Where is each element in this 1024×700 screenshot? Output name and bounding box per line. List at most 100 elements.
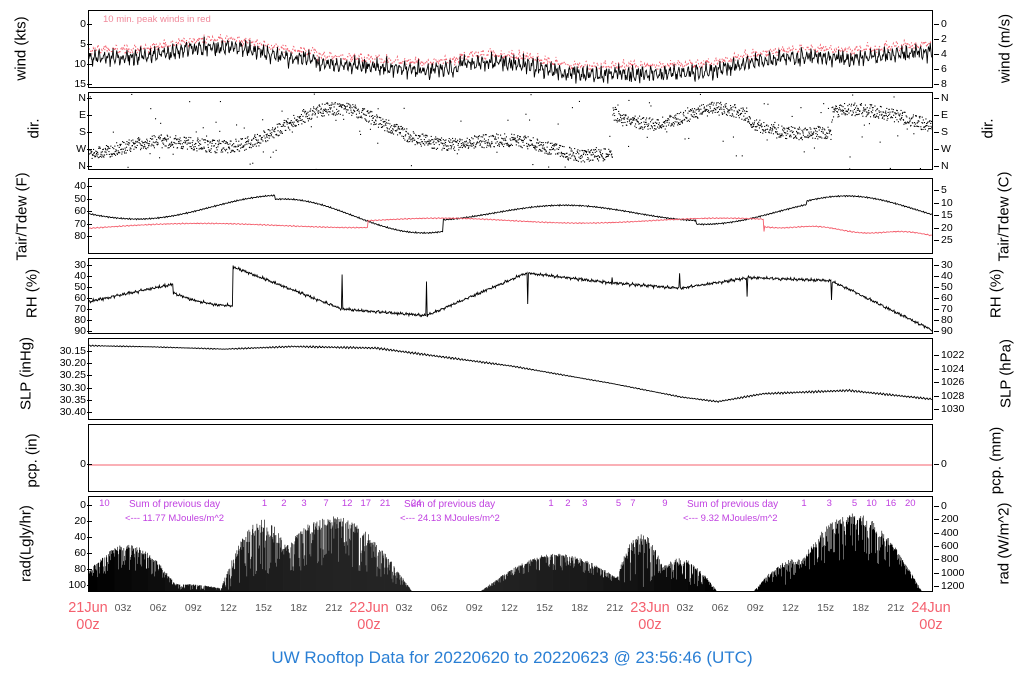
- tickmark: [87, 464, 92, 465]
- rh-ylabel-right: RH (%): [987, 268, 1005, 319]
- rad-peak-label: 7: [323, 498, 329, 509]
- rad-ylabel-right: rad (W/m^2): [995, 502, 1013, 585]
- rh-ticks-R-2: 70: [941, 303, 953, 315]
- tickmark: [87, 351, 92, 352]
- tickmark: [934, 24, 939, 25]
- rad-peak-label: 20: [905, 498, 916, 509]
- rh-ticks-R-4: 50: [941, 281, 953, 293]
- rad-ticks-L-1: 80: [74, 563, 86, 575]
- rad-peak-label: 21: [379, 498, 391, 509]
- time-axis-minor-15z: 15z: [255, 602, 273, 614]
- tickmark: [87, 186, 92, 187]
- pcp-ylabel-right: pcp. (mm): [987, 426, 1005, 495]
- rh-ticks-L-2: 70: [74, 303, 86, 315]
- dir-ticks-L-3: E: [78, 109, 86, 121]
- wind-ticks-R-2: 4: [941, 48, 947, 60]
- rh-ticks-R-5: 40: [941, 270, 953, 282]
- precipitation-panel: [88, 424, 933, 492]
- rad-peak-label: 10: [866, 498, 877, 509]
- rad-sum-header-3: Sum of previous day: [687, 499, 779, 510]
- time-axis-minor-15z: 15z: [536, 602, 554, 614]
- time-axis-major-24Jun: 24Jun 00z: [895, 600, 967, 634]
- tickmark: [934, 240, 939, 241]
- time-axis-minor-06z: 06z: [149, 602, 167, 614]
- slp-ticks-L-5: 30.15: [59, 345, 86, 357]
- tickmark: [87, 198, 92, 200]
- rad-peak-label: 5: [851, 498, 858, 509]
- time-axis-minor-06z: 06z: [711, 602, 729, 614]
- tickmark: [87, 553, 92, 554]
- wind-panel: 10 min. peak winds in red: [88, 10, 933, 88]
- tickmark: [87, 115, 92, 116]
- time-axis-minor-12z: 12z: [501, 602, 518, 614]
- slp-ticks-R-3: 1024: [941, 362, 965, 375]
- temp-ticks-R-1: 20: [941, 221, 953, 234]
- tickmark: [934, 166, 939, 167]
- rad-peak-label: 10: [99, 498, 110, 509]
- rad-sum-value-1: <--- 11.77 MJoules/m^2: [125, 513, 225, 524]
- rad-ticks-L-0: 100: [68, 579, 86, 591]
- rh-ticks-L-0: 90: [74, 325, 86, 337]
- wind-ticks-L-3: 0: [80, 18, 86, 30]
- time-axis-hour: 00z: [357, 617, 381, 633]
- rad-peak-label: 2: [565, 498, 571, 509]
- tickmark: [934, 519, 939, 521]
- rh-ticks-R-0: 90: [941, 325, 953, 337]
- rad-sum-header-2: Sum of previous day: [404, 499, 496, 510]
- dir-ticks-L-1: W: [76, 143, 86, 155]
- slp-ticks-R-0: 1030: [941, 403, 965, 415]
- temperature-plot-svg: [89, 194, 932, 237]
- time-axis-minor-03z: 03z: [114, 602, 132, 614]
- tickmark: [87, 24, 92, 25]
- dir-ticks-L-0: N: [78, 160, 86, 172]
- wind-ticks-R-3: 2: [941, 33, 947, 45]
- rad-peak-label: 3: [826, 498, 832, 509]
- slp-ticks-R-4: 1022: [941, 349, 965, 361]
- time-axis-minor-18z: 18z: [290, 602, 308, 614]
- tickmark: [87, 149, 92, 150]
- tickmark: [87, 276, 92, 277]
- rad-ticks-L-2: 60: [74, 547, 86, 559]
- time-axis-minor-21z: 21z: [606, 602, 624, 614]
- dir-ticks-L-2: S: [78, 126, 86, 138]
- rad-ticks-R-3: 600: [941, 540, 959, 552]
- rh-ticks-L-4: 50: [74, 281, 86, 293]
- slp-panel: [88, 338, 933, 420]
- tickmark: [87, 287, 92, 288]
- tickmark: [934, 84, 939, 85]
- slp-ticks-L-4: 30.20: [59, 357, 86, 370]
- rad-sum-value-3: <--- 9.32 MJoules/m^2: [683, 513, 778, 524]
- rad-peak-label: 3: [301, 498, 307, 509]
- tickmark: [87, 298, 92, 299]
- wind-legend-note: 10 min. peak winds in red: [103, 14, 211, 25]
- tickmark: [934, 382, 939, 383]
- tickmark: [87, 132, 92, 133]
- time-axis-major-22Jun: 22Jun 00z: [333, 600, 405, 634]
- rad-ticks-L-3: 40: [74, 531, 86, 543]
- temperature-panel: [88, 178, 933, 254]
- tickmark: [87, 44, 92, 45]
- rad-ticks-R-5: 200: [941, 513, 959, 526]
- tickmark: [87, 309, 92, 310]
- time-axis-minor-18z: 18z: [571, 602, 589, 614]
- radiation-plot-svg: [89, 513, 922, 591]
- tickmark: [934, 287, 939, 288]
- tickmark: [934, 132, 939, 133]
- rad-ticks-L-5: 0: [80, 499, 86, 511]
- time-axis-major-23Jun: 23Jun 00z: [614, 600, 686, 634]
- tickmark: [934, 265, 939, 266]
- time-axis-hour: 00z: [76, 617, 100, 633]
- slp-ticks-R-2: 1026: [941, 376, 965, 388]
- tickmark: [87, 569, 92, 570]
- temp-ticks-L-1: 70: [74, 217, 86, 230]
- rad-peak-label: 9: [662, 498, 668, 509]
- rh-ticks-L-5: 40: [74, 270, 86, 282]
- rad-peak-label: 1: [801, 498, 807, 509]
- rad-peak-label: 5: [615, 498, 622, 509]
- rad-ticks-L-4: 20: [74, 515, 86, 527]
- tickmark: [934, 368, 939, 370]
- tickmark: [934, 320, 939, 321]
- tickmark: [87, 211, 92, 212]
- time-axis-hour: 00z: [919, 617, 943, 633]
